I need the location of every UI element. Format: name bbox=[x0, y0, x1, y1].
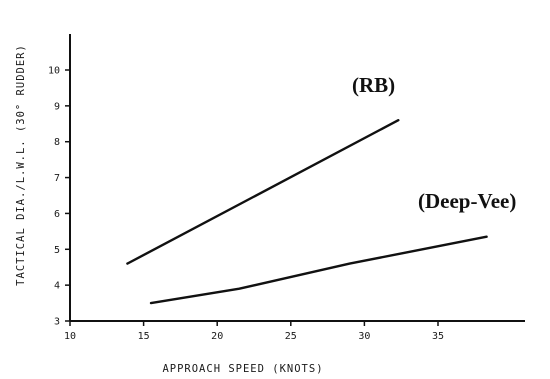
x-tick-label: 30 bbox=[358, 331, 370, 342]
series-lines bbox=[126, 118, 488, 305]
series-label-deep-vee: (Deep-Vee) bbox=[418, 189, 516, 213]
y-tick-label: 10 bbox=[48, 66, 60, 77]
x-ticks: 10 15 20 25 30 35 bbox=[64, 321, 444, 342]
x-tick-label: 10 bbox=[64, 331, 76, 342]
x-tick-label: 15 bbox=[138, 331, 150, 342]
axes bbox=[69, 34, 525, 322]
x-tick-label: 20 bbox=[211, 331, 223, 342]
y-tick-label: 3 bbox=[54, 317, 60, 328]
series-line-rb bbox=[126, 118, 400, 265]
y-tick-label: 5 bbox=[54, 245, 60, 256]
x-tick-label: 25 bbox=[285, 331, 297, 342]
y-tick-label: 4 bbox=[54, 281, 60, 292]
y-tick-label: 6 bbox=[54, 209, 60, 220]
series-line-deep-vee bbox=[149, 235, 488, 305]
y-tick-label: 9 bbox=[54, 101, 60, 112]
series-label-rb: (RB) bbox=[352, 73, 395, 97]
y-axis-label: TACTICAL DIA./L.W.L. (30° RUDDER) bbox=[15, 44, 27, 286]
series-labels: (RB) (Deep-Vee) bbox=[352, 73, 516, 213]
y-ticks: 3 4 5 6 7 8 9 10 bbox=[48, 66, 70, 328]
x-tick-label: 35 bbox=[432, 331, 444, 342]
y-tick-label: 7 bbox=[54, 173, 60, 184]
y-tick-label: 8 bbox=[54, 137, 60, 148]
x-axis-label: APPROACH SPEED (KNOTS) bbox=[162, 363, 323, 375]
